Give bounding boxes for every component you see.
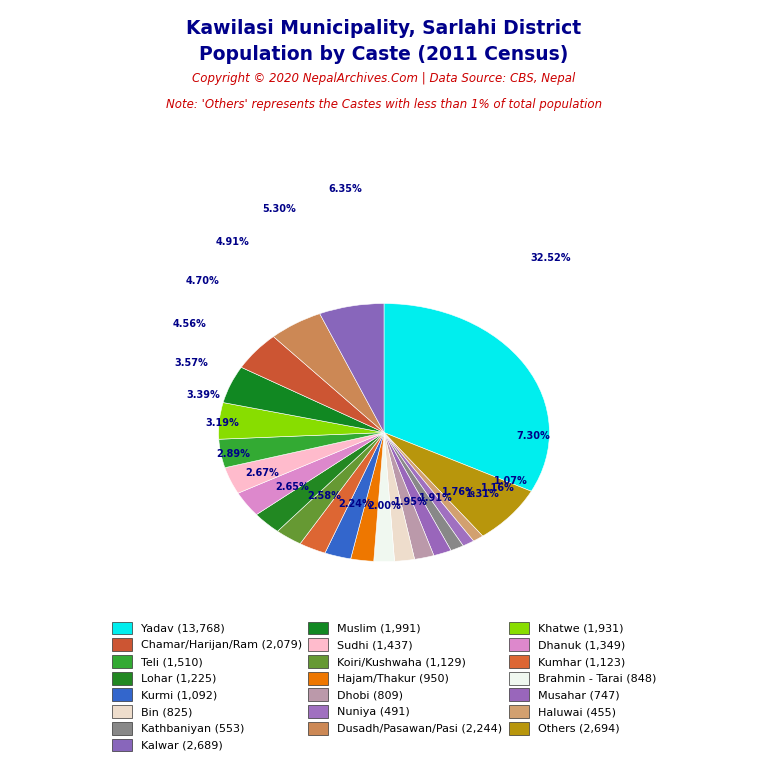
Text: 1.95%: 1.95% bbox=[393, 497, 427, 507]
Wedge shape bbox=[238, 432, 384, 515]
Wedge shape bbox=[384, 432, 434, 559]
Wedge shape bbox=[384, 303, 549, 492]
Text: 1.91%: 1.91% bbox=[419, 493, 452, 503]
Wedge shape bbox=[351, 432, 384, 561]
Text: 6.35%: 6.35% bbox=[329, 184, 362, 194]
Text: 3.39%: 3.39% bbox=[186, 390, 220, 400]
Text: 2.65%: 2.65% bbox=[275, 482, 309, 492]
Text: 7.30%: 7.30% bbox=[516, 431, 550, 442]
Text: 1.76%: 1.76% bbox=[442, 488, 476, 498]
Text: 1.07%: 1.07% bbox=[495, 476, 528, 486]
Text: 5.30%: 5.30% bbox=[263, 204, 296, 214]
Wedge shape bbox=[374, 432, 395, 561]
Wedge shape bbox=[319, 303, 384, 432]
Wedge shape bbox=[384, 432, 474, 546]
Text: 4.70%: 4.70% bbox=[186, 276, 220, 286]
Text: 1.31%: 1.31% bbox=[466, 489, 500, 499]
Wedge shape bbox=[384, 432, 531, 536]
Wedge shape bbox=[219, 432, 384, 468]
Wedge shape bbox=[300, 432, 384, 553]
Wedge shape bbox=[273, 313, 384, 432]
Wedge shape bbox=[384, 432, 483, 541]
Text: Copyright © 2020 NepalArchives.Com | Data Source: CBS, Nepal: Copyright © 2020 NepalArchives.Com | Dat… bbox=[192, 72, 576, 85]
Text: 2.67%: 2.67% bbox=[245, 468, 279, 478]
Wedge shape bbox=[384, 432, 415, 561]
Wedge shape bbox=[277, 432, 384, 544]
Text: 2.00%: 2.00% bbox=[367, 501, 401, 511]
Text: 1.16%: 1.16% bbox=[481, 483, 515, 493]
Text: 3.57%: 3.57% bbox=[174, 358, 208, 368]
Wedge shape bbox=[241, 336, 384, 432]
Text: Population by Caste (2011 Census): Population by Caste (2011 Census) bbox=[200, 45, 568, 64]
Text: 4.91%: 4.91% bbox=[216, 237, 250, 247]
Legend: Yadav (13,768), Chamar/Harijan/Ram (2,079), Teli (1,510), Lohar (1,225), Kurmi (: Yadav (13,768), Chamar/Harijan/Ram (2,07… bbox=[108, 618, 660, 755]
Text: 4.56%: 4.56% bbox=[173, 319, 207, 329]
Wedge shape bbox=[384, 432, 463, 551]
Wedge shape bbox=[325, 432, 384, 559]
Wedge shape bbox=[257, 432, 384, 531]
Text: Note: 'Others' represents the Castes with less than 1% of total population: Note: 'Others' represents the Castes wit… bbox=[166, 98, 602, 111]
Wedge shape bbox=[225, 432, 384, 493]
Text: Kawilasi Municipality, Sarlahi District: Kawilasi Municipality, Sarlahi District bbox=[187, 19, 581, 38]
Text: 32.52%: 32.52% bbox=[530, 253, 571, 263]
Wedge shape bbox=[219, 402, 384, 439]
Wedge shape bbox=[223, 367, 384, 432]
Text: 2.58%: 2.58% bbox=[308, 492, 342, 502]
Text: 2.24%: 2.24% bbox=[339, 499, 372, 509]
Text: 2.89%: 2.89% bbox=[217, 449, 250, 459]
Wedge shape bbox=[384, 432, 451, 555]
Text: 3.19%: 3.19% bbox=[205, 418, 239, 428]
